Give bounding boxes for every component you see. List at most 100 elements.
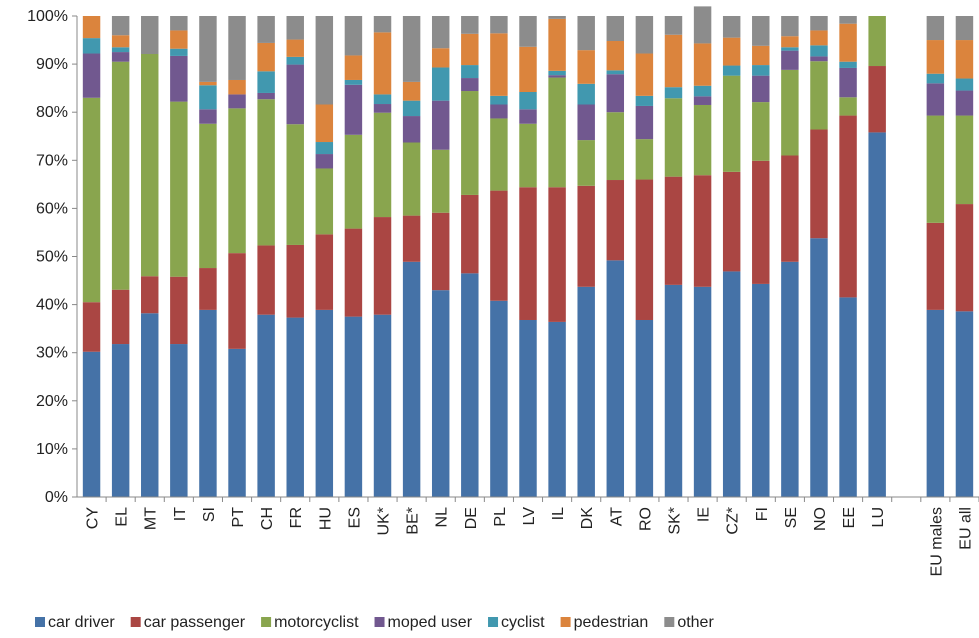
bar-segment-other — [111, 16, 130, 36]
bar-segment-cyclist — [402, 100, 421, 117]
bar-segment-car-driver — [519, 319, 537, 497]
bar-segment-car-passenger — [868, 66, 886, 133]
bar-segment-cyclist — [170, 48, 188, 56]
bar-segment-cyclist — [955, 78, 974, 91]
bar-segment-cyclist — [82, 38, 101, 54]
bar-segment-car-driver — [868, 132, 886, 498]
y-tick-label: 30% — [36, 345, 68, 362]
bars — [82, 6, 974, 498]
bar-segment-moped-user — [199, 109, 217, 124]
x-tick-label: EL — [114, 507, 131, 527]
bar-segment-other — [315, 16, 334, 105]
bar-segment-pedestrian — [577, 50, 595, 84]
y-tick-label: 10% — [36, 441, 68, 458]
bar-segment-car-driver — [373, 314, 392, 497]
bar-segment-pedestrian — [111, 35, 130, 48]
bar-segment-moped-user — [519, 109, 537, 124]
legend-swatch — [664, 617, 675, 627]
bar-segment-car-passenger — [693, 175, 712, 287]
bar-segment-car-passenger — [170, 276, 188, 345]
x-tick-label: MT — [143, 507, 160, 530]
bar-segment-other — [344, 16, 363, 56]
bar-segment-other — [955, 16, 974, 41]
bar-segment-car-passenger — [490, 190, 508, 301]
bar-segment-moped-user — [373, 104, 392, 113]
x-tick-label: RO — [637, 507, 654, 531]
bar-segment-car-driver — [839, 297, 857, 497]
bar-segment-moped-user — [490, 104, 508, 119]
legend-swatch — [261, 617, 272, 627]
bar-segment-car-passenger — [286, 244, 304, 318]
x-tick-label: EU males — [928, 507, 945, 576]
bar-segment-motorcyclist — [315, 168, 334, 235]
bar-segment-cyclist — [606, 70, 625, 75]
bar-segment-moped-user — [926, 83, 945, 116]
bar-segment-cyclist — [431, 67, 450, 101]
bar-segment-motorcyclist — [810, 61, 828, 130]
x-tick-label: UK* — [376, 507, 393, 535]
bar-segment-other — [402, 16, 421, 82]
bar-segment-other — [461, 16, 479, 34]
legend-swatch — [35, 617, 45, 627]
bar-segment-car-passenger — [402, 215, 421, 262]
bar-segment-car-passenger — [839, 115, 857, 298]
bar-segment-other — [519, 16, 537, 47]
bar-segment-motorcyclist — [693, 104, 712, 176]
bar-segment-other — [810, 16, 828, 31]
bar-segment-car-passenger — [199, 268, 217, 310]
x-tick-label: SI — [201, 507, 218, 522]
bar-segment-cyclist — [548, 70, 566, 76]
x-tick-label: EU all — [957, 507, 974, 550]
bar-segment-pedestrian — [82, 16, 101, 39]
bar-segment-motorcyclist — [286, 124, 304, 245]
x-tick-label: NO — [812, 507, 829, 531]
bar-segment-other — [170, 16, 188, 31]
bar-segment-motorcyclist — [199, 123, 217, 269]
bar-segment-car-passenger — [344, 228, 363, 317]
bar-segment-car-driver — [722, 271, 741, 497]
x-tick-label: LU — [870, 507, 887, 527]
bar-segment-motorcyclist — [228, 108, 246, 254]
bar-segment-cyclist — [111, 47, 130, 53]
bar-segment-pedestrian — [461, 33, 479, 66]
y-axis: 0% 10% 20% 30% 40% 50% 60% 70% 80% 90% 100% — [27, 8, 78, 506]
bar-segment-cyclist — [315, 142, 334, 155]
bar-segment-pedestrian — [344, 55, 363, 80]
bar-segment-motorcyclist — [839, 97, 857, 116]
bar-segment-moped-user — [548, 75, 566, 78]
bar-segment-car-driver — [257, 314, 275, 497]
bar-segment-other — [199, 16, 217, 82]
bar-segment-other — [431, 16, 450, 49]
bar-segment-other — [548, 16, 566, 19]
y-tick-label: 90% — [36, 56, 68, 73]
bar-segment-motorcyclist — [664, 98, 683, 177]
bar-segment-moped-user — [257, 92, 275, 100]
bar-segment-cyclist — [286, 56, 304, 65]
bar-segment-pedestrian — [664, 34, 683, 88]
bar-segment-cyclist — [461, 65, 479, 79]
bar-segment-cyclist — [635, 95, 654, 106]
x-tick-label: HU — [317, 507, 334, 530]
y-tick-label: 40% — [36, 297, 68, 314]
bar-segment-moped-user — [228, 94, 246, 109]
bar-segment-car-passenger — [926, 222, 945, 310]
bar-segment-cyclist — [752, 65, 770, 76]
bar-segment-moped-user — [839, 67, 857, 98]
bar-segment-cyclist — [664, 87, 683, 99]
bar-segment-car-driver — [693, 286, 712, 497]
bar-segment-pedestrian — [431, 48, 450, 68]
bar-segment-motorcyclist — [606, 112, 625, 181]
bar-segment-cyclist — [810, 45, 828, 57]
bar-segment-cyclist — [199, 85, 217, 110]
bar-segment-cyclist — [344, 79, 363, 85]
bar-segment-car-driver — [141, 313, 159, 497]
bar-segment-car-passenger — [752, 160, 770, 284]
bar-segment-car-passenger — [315, 234, 334, 310]
bar-segment-pedestrian — [635, 53, 654, 96]
x-tick-label: DK — [579, 507, 596, 530]
bar-segment-pedestrian — [722, 37, 741, 66]
bar-segment-cyclist — [722, 65, 741, 76]
legend-swatch — [374, 617, 385, 627]
bar-segment-other — [722, 16, 741, 38]
bar-segment-other — [664, 16, 683, 35]
